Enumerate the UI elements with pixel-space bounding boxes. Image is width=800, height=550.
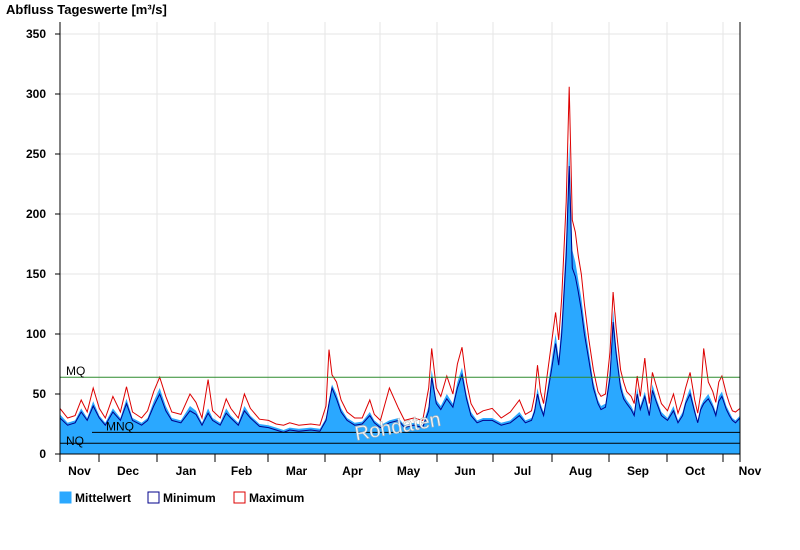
plot-area [60, 22, 740, 454]
series-line-maximum [59, 86, 741, 426]
y-tick-label: 0 [39, 447, 46, 461]
x-tick-label: Nov [739, 464, 762, 478]
legend-label-mittelwert: Mittelwert [75, 491, 131, 505]
legend-swatch-minimum [147, 491, 160, 504]
x-ticks: Nov Dec Jan Feb Mar Apr May Jun Jul Aug Sep Oct Nov [59, 454, 762, 478]
series-layer [59, 86, 741, 454]
legend-swatch-maximum [233, 491, 246, 504]
series-line-minimum [59, 165, 741, 433]
reference-label-mnq: MNQ [106, 419, 134, 433]
reference-lines: MQ MNQ NQ [60, 364, 740, 448]
x-tick-label: Jul [514, 464, 531, 478]
legend-swatch-mittelwert [59, 491, 72, 504]
x-tick-label: Dec [117, 464, 139, 478]
y-tick-label: 100 [26, 327, 46, 341]
chart-title: Abfluss Tageswerte [m³/s] [6, 2, 167, 17]
y-tick-label: 350 [26, 27, 46, 41]
x-tick-label: Nov [68, 464, 91, 478]
legend: Mittelwert Minimum Maximum [59, 491, 304, 505]
x-tick-label: Feb [231, 464, 252, 478]
series-area-mittelwert [60, 142, 740, 454]
x-tick-label: Mar [286, 464, 308, 478]
x-tick-label: Jun [454, 464, 475, 478]
x-tick-label: Jan [176, 464, 197, 478]
x-tick-label: Aug [569, 464, 592, 478]
y-tick-label: 300 [26, 87, 46, 101]
y-tick-label: 150 [26, 267, 46, 281]
x-tick-label: Sep [627, 464, 649, 478]
x-tick-label: Oct [685, 464, 705, 478]
y-ticks: 0 50 100 150 200 250 300 350 [26, 27, 60, 461]
reference-label-mq: MQ [66, 364, 85, 378]
y-tick-label: 50 [33, 387, 47, 401]
legend-label-minimum: Minimum [163, 491, 216, 505]
grid-lines [60, 22, 740, 454]
reference-label-nq: NQ [66, 434, 84, 448]
x-tick-label: May [397, 464, 421, 478]
legend-label-maximum: Maximum [249, 491, 304, 505]
y-tick-label: 250 [26, 147, 46, 161]
x-tick-label: Apr [342, 464, 363, 478]
y-tick-label: 200 [26, 207, 46, 221]
